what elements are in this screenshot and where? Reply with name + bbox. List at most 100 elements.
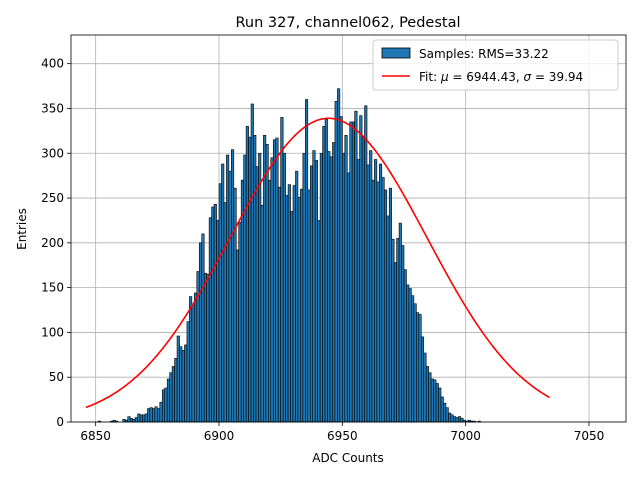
histogram-bar <box>258 152 262 423</box>
histogram-bar <box>179 346 183 423</box>
histogram-bar <box>369 150 373 423</box>
histogram-bar <box>374 159 378 423</box>
histogram-bar <box>423 352 427 423</box>
histogram-bar <box>221 163 225 423</box>
histogram-bar <box>383 189 388 423</box>
legend-histogram-label: Samples: RMS=33.22 <box>419 47 549 61</box>
histogram-bar <box>213 204 217 423</box>
y-axis-label: Entries <box>15 208 29 250</box>
x-tick-label: 6900 <box>204 429 235 443</box>
histogram-bar <box>137 413 141 423</box>
histogram-bar <box>149 407 153 423</box>
histogram-bar <box>351 121 355 423</box>
histogram-bar <box>413 303 417 423</box>
histogram-bar <box>440 396 444 423</box>
y-tick-label: 200 <box>41 236 64 250</box>
histogram-bar <box>164 387 168 423</box>
fit-curve-group <box>85 117 550 409</box>
histogram-bar <box>198 242 203 423</box>
histogram-bar <box>186 321 190 423</box>
histogram-bar <box>253 135 257 423</box>
histogram-bar <box>329 156 333 423</box>
histogram-bar <box>403 269 407 423</box>
legend-histogram-swatch <box>381 47 411 59</box>
histogram-bar <box>176 335 180 423</box>
histogram-bar <box>322 126 326 423</box>
plot-area-frame <box>70 34 627 423</box>
histogram-bar <box>129 418 133 423</box>
histogram-bar <box>418 314 422 423</box>
y-tick-label: 250 <box>41 191 64 205</box>
histogram-bar <box>235 249 240 423</box>
legend-box <box>372 39 619 91</box>
histogram-bar <box>280 117 284 423</box>
histogram-bar <box>211 206 215 423</box>
histogram-bar <box>295 170 299 423</box>
histogram-bar <box>324 118 328 423</box>
histogram-bar <box>361 136 365 423</box>
histogram-bar <box>448 412 452 423</box>
histogram-bar <box>287 184 291 423</box>
histogram-bar <box>359 115 363 423</box>
histogram-bar <box>406 284 410 423</box>
histogram-bar <box>171 366 175 423</box>
histogram-bar <box>152 408 156 423</box>
histogram-bar <box>356 159 360 423</box>
histogram-bar <box>297 196 301 423</box>
histogram-bar <box>157 408 161 423</box>
histogram-bar <box>398 222 402 423</box>
x-tick-label: 7000 <box>450 429 481 443</box>
histogram-bar <box>455 417 459 423</box>
histogram-bar <box>300 188 304 423</box>
histogram-bar <box>159 401 163 423</box>
chart-title: Run 327, channel062, Pedestal <box>235 15 460 31</box>
x-tick-label: 6950 <box>327 429 358 443</box>
histogram-bar <box>332 142 336 423</box>
histogram-bar <box>337 88 341 423</box>
histogram-bar <box>139 414 143 423</box>
histogram-bar <box>314 160 318 423</box>
histogram-bar <box>226 154 230 423</box>
histogram-bar <box>260 204 264 423</box>
histogram-bar <box>443 402 447 423</box>
histogram-bar <box>408 288 412 423</box>
histogram-bar <box>270 157 274 423</box>
histogram-bar <box>272 139 277 423</box>
histogram-bar <box>285 195 289 423</box>
histogram-bar <box>453 416 457 423</box>
histogram-bar <box>189 296 193 423</box>
histogram-bar <box>243 154 247 423</box>
histogram-bar <box>386 215 390 423</box>
histogram-bar <box>248 136 252 423</box>
histogram-bar <box>425 366 429 423</box>
histogram-bar <box>460 418 464 423</box>
histogram-bar <box>344 135 348 423</box>
histogram-bar <box>174 358 178 423</box>
histogram-bar <box>191 305 195 423</box>
histogram-bar <box>184 344 188 423</box>
histogram-bar <box>142 414 146 423</box>
histogram-bar <box>245 126 249 423</box>
fit-curve <box>85 117 550 409</box>
histogram-bar <box>307 189 311 423</box>
y-tick-label: 100 <box>41 325 64 339</box>
histogram-bar <box>430 378 434 423</box>
histogram-bar <box>342 152 346 423</box>
histogram-bar <box>309 165 314 423</box>
histogram-bar <box>250 103 254 423</box>
histogram-bar <box>216 220 220 423</box>
histogram-bar <box>401 245 405 423</box>
histogram-bar <box>282 152 286 423</box>
y-tick-label: 350 <box>41 101 64 115</box>
histogram-bar <box>366 164 370 423</box>
x-tick-label: 6850 <box>80 429 111 443</box>
x-axis: 6850 6900 6950 7000 7050 <box>80 422 604 443</box>
histogram-bar <box>122 419 126 423</box>
histogram-bar <box>305 99 309 423</box>
histogram-bar <box>381 177 385 423</box>
histogram-bar <box>334 100 338 423</box>
histogram-bar <box>275 137 279 423</box>
histogram-bar <box>346 172 351 423</box>
histogram-bar <box>166 378 170 423</box>
histogram-bar <box>433 379 437 423</box>
